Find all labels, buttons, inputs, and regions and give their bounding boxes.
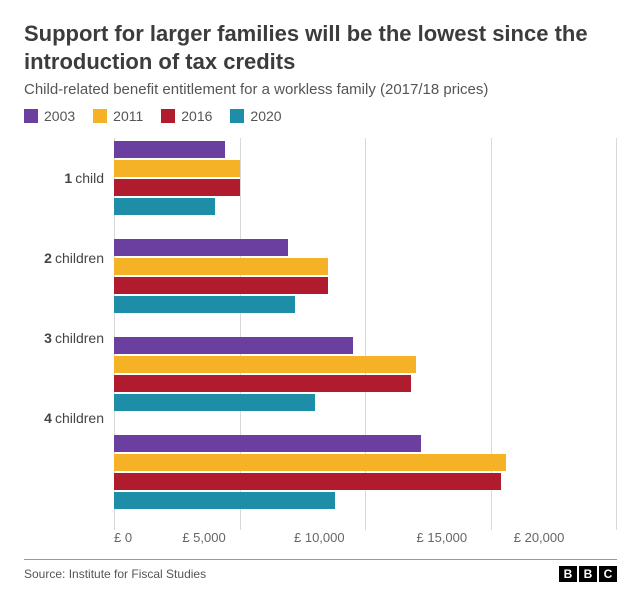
category-number: 2 bbox=[44, 250, 52, 266]
legend: 2003 2011 2016 2020 bbox=[24, 108, 617, 124]
legend-swatch bbox=[230, 109, 244, 123]
category-word: children bbox=[55, 410, 104, 426]
legend-label: 2003 bbox=[44, 108, 75, 124]
bar bbox=[114, 277, 328, 294]
bars-area bbox=[114, 138, 617, 512]
x-tick-label: £ 5,000 bbox=[182, 530, 225, 545]
bar bbox=[114, 375, 411, 392]
category-label: 3children bbox=[24, 298, 114, 378]
bar bbox=[114, 160, 240, 177]
legend-item: 2003 bbox=[24, 108, 75, 124]
bbc-logo-letter: C bbox=[599, 566, 617, 582]
bar bbox=[114, 141, 225, 158]
bar-group bbox=[114, 334, 617, 414]
x-tick-label: £ 20,000 bbox=[514, 530, 565, 545]
chart-subtitle: Child-related benefit entitlement for a … bbox=[24, 81, 617, 98]
bar bbox=[114, 296, 295, 313]
bar bbox=[114, 473, 501, 490]
bar bbox=[114, 198, 215, 215]
x-axis: £ 0 £ 5,000 £ 10,000 £ 15,000 £ 20,000 bbox=[114, 530, 617, 545]
legend-label: 2016 bbox=[181, 108, 212, 124]
bar-group bbox=[114, 432, 617, 512]
bar bbox=[114, 239, 288, 256]
chart-area: 1child2children3children4children £ 0£ 5… bbox=[24, 138, 617, 545]
bar bbox=[114, 337, 353, 354]
legend-item: 2020 bbox=[230, 108, 281, 124]
category-word: children bbox=[55, 330, 104, 346]
legend-label: 2011 bbox=[113, 108, 143, 124]
legend-item: 2011 bbox=[93, 108, 143, 124]
bar bbox=[114, 179, 240, 196]
x-tick-label: £ 15,000 bbox=[417, 530, 468, 545]
bar bbox=[114, 356, 416, 373]
category-label: 4children bbox=[24, 378, 114, 458]
bbc-logo-letter: B bbox=[559, 566, 577, 582]
y-axis-labels: 1child2children3children4children bbox=[24, 138, 114, 545]
category-number: 3 bbox=[44, 330, 52, 346]
category-number: 4 bbox=[44, 410, 52, 426]
legend-item: 2016 bbox=[161, 108, 212, 124]
bar bbox=[114, 454, 506, 471]
category-word: child bbox=[75, 170, 104, 186]
x-tick-label: £ 0 bbox=[114, 530, 132, 545]
legend-label: 2020 bbox=[250, 108, 281, 124]
bbc-logo-letter: B bbox=[579, 566, 597, 582]
bar bbox=[114, 492, 335, 509]
bar bbox=[114, 258, 328, 275]
chart-title: Support for larger families will be the … bbox=[24, 20, 617, 75]
category-label: 2children bbox=[24, 218, 114, 298]
legend-swatch bbox=[161, 109, 175, 123]
source-label: Source: Institute for Fiscal Studies bbox=[24, 567, 206, 581]
category-label: 1child bbox=[24, 138, 114, 218]
bbc-logo: BBC bbox=[559, 566, 617, 582]
bar-group bbox=[114, 138, 617, 218]
legend-swatch bbox=[93, 109, 107, 123]
footer: Source: Institute for Fiscal Studies BBC bbox=[24, 559, 617, 582]
x-tick-label: £ 10,000 bbox=[294, 530, 345, 545]
category-number: 1 bbox=[64, 170, 72, 186]
legend-swatch bbox=[24, 109, 38, 123]
bar-group bbox=[114, 236, 617, 316]
plot-area: £ 0 £ 5,000 £ 10,000 £ 15,000 £ 20,000 bbox=[114, 138, 617, 545]
category-word: children bbox=[55, 250, 104, 266]
bar bbox=[114, 394, 315, 411]
bar bbox=[114, 435, 421, 452]
